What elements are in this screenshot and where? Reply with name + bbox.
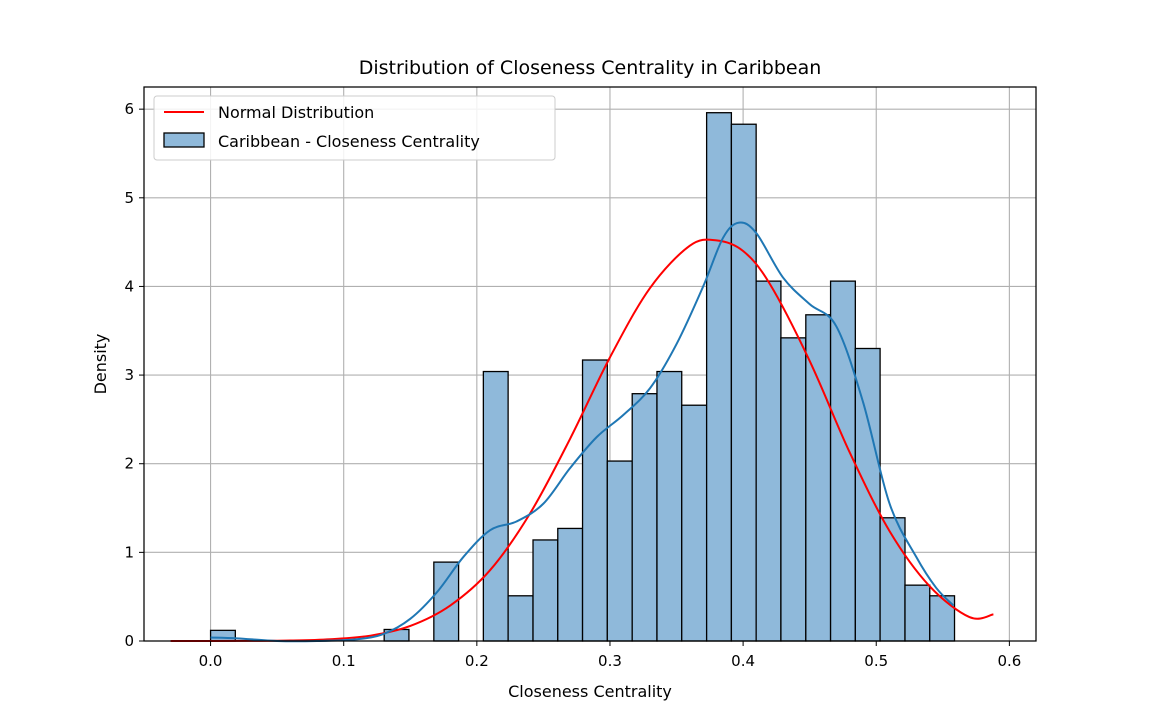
legend-histogram-label: Caribbean - Closeness Centrality: [218, 132, 480, 151]
histogram-bars: [209, 112, 956, 642]
kde-density-line: [210, 221, 955, 643]
x-tick-label-1: 0.1: [332, 652, 356, 670]
histogram-bar-25: [829, 280, 856, 642]
histogram-bar-0: [209, 629, 236, 642]
x-tick-label-5: 0.5: [864, 652, 888, 670]
y-tick-label-4: 4: [124, 277, 134, 295]
histogram-bar-28: [904, 584, 931, 642]
y-tick-label-6: 6: [124, 100, 134, 118]
legend-normal-label: Normal Distribution: [218, 103, 374, 122]
y-tick-label-0: 0: [124, 632, 134, 650]
y-tick-label-1: 1: [124, 543, 134, 561]
y-tick-label-5: 5: [124, 189, 134, 207]
axis-ticks: 0.0 0.1 0.2 0.3 0.4 0.5 0.6 0 1 2 3 4 5 6: [124, 100, 1021, 670]
histogram-bar-21: [730, 123, 757, 642]
x-tick-label-6: 0.6: [997, 652, 1021, 670]
histogram-bar-24: [805, 314, 832, 642]
normal-distribution-line: [170, 238, 994, 643]
line-series: [170, 221, 994, 643]
chart-title: Distribution of Closeness Centrality in …: [359, 57, 822, 79]
x-tick-label-2: 0.2: [465, 652, 489, 670]
y-tick-label-2: 2: [124, 455, 134, 473]
x-tick-label-3: 0.3: [598, 652, 622, 670]
legend-box: [153, 95, 556, 161]
plot-area-frame: [143, 86, 1037, 642]
x-tick-label-4: 0.4: [731, 652, 755, 670]
x-axis-label: Closeness Centrality: [508, 682, 672, 701]
y-tick-label-3: 3: [124, 366, 134, 384]
histogram-bar-13: [532, 539, 559, 642]
histogram-bar-23: [780, 337, 807, 642]
histogram-bar-17: [631, 393, 658, 642]
histogram-bar-15: [581, 359, 608, 642]
histogram-bar-26: [854, 347, 881, 642]
histogram-bar-22: [755, 280, 782, 642]
histogram-bar-11: [482, 370, 509, 642]
legend-histogram-swatch: [163, 132, 205, 148]
histogram-bar-20: [705, 112, 733, 642]
histogram-bar-18: [656, 370, 683, 642]
histogram-bar-12: [507, 595, 534, 642]
x-tick-label-0: 0.0: [199, 652, 223, 670]
legend: Normal Distribution Caribbean - Closenes…: [153, 95, 556, 161]
histogram-bar-14: [557, 527, 584, 642]
histogram-bar-16: [606, 460, 633, 642]
histogram-bar-19: [681, 404, 708, 642]
y-axis-label: Density: [91, 334, 110, 395]
